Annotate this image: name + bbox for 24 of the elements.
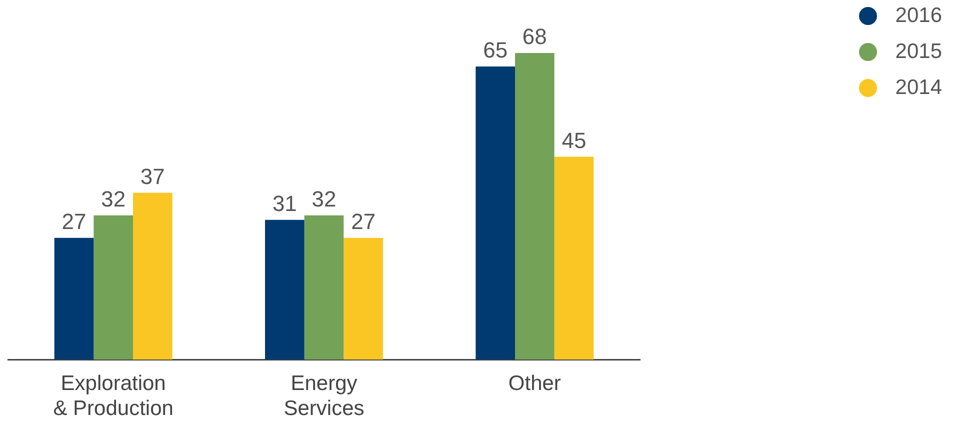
x-tick-label: Energy Services <box>284 372 364 420</box>
legend-label: 2014 <box>895 76 942 100</box>
data-label: 27 <box>351 208 376 234</box>
data-label: 45 <box>562 128 586 153</box>
bar <box>554 156 594 360</box>
legend-label: 2016 <box>895 4 942 28</box>
bar <box>94 215 133 360</box>
x-tick-label: Exploration & Production <box>53 372 174 420</box>
bar <box>476 66 516 360</box>
bar <box>515 53 554 360</box>
data-label: 27 <box>62 208 86 234</box>
bar <box>304 215 344 360</box>
data-label: 37 <box>140 164 165 189</box>
x-tick-label: Other <box>508 372 561 395</box>
bar <box>265 220 304 360</box>
bar <box>344 238 383 360</box>
legend-label: 2015 <box>895 40 942 64</box>
data-label: 68 <box>522 24 547 50</box>
data-label: 65 <box>483 38 508 63</box>
data-label: 32 <box>312 186 336 212</box>
data-label: 31 <box>272 190 297 216</box>
bar <box>54 238 94 360</box>
data-label: 32 <box>101 186 126 212</box>
bar <box>132 192 172 360</box>
